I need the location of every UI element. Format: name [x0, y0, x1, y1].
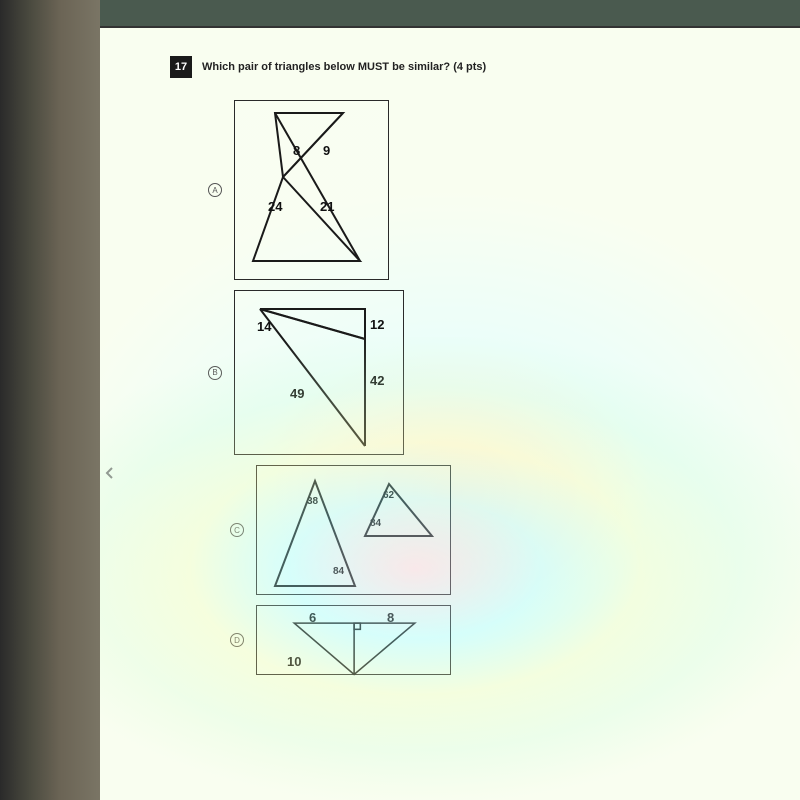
label-a-21: 21	[320, 199, 334, 214]
option-a-radio[interactable]: A	[208, 183, 222, 197]
label-b-42: 42	[370, 373, 384, 388]
label-d-8: 8	[387, 610, 394, 625]
label-d-6: 6	[309, 610, 316, 625]
label-a-24: 24	[268, 199, 282, 214]
prev-page-button[interactable]	[103, 466, 117, 480]
figure-b: 14 12 49 42	[234, 290, 404, 455]
label-b-14: 14	[257, 319, 271, 334]
label-b-12: 12	[370, 317, 384, 332]
option-b-radio[interactable]: B	[208, 366, 222, 380]
option-c-radio[interactable]: C	[230, 523, 244, 537]
label-a-9: 9	[323, 143, 330, 158]
option-a-row: A 8 9 24 21	[208, 100, 800, 280]
options-container: A 8 9 24 21 B	[100, 78, 800, 675]
option-c-row: C 38 62 84 84	[230, 465, 800, 595]
option-b-row: B 14 12 49 42	[208, 290, 800, 455]
question-text: Which pair of triangles below MUST be si…	[202, 61, 486, 73]
label-d-10: 10	[287, 654, 301, 669]
question-number-badge: 17	[170, 56, 192, 78]
label-a-8: 8	[293, 143, 300, 158]
option-d-row: D 6 8 10	[230, 605, 800, 675]
figure-a: 8 9 24 21	[234, 100, 389, 280]
label-b-49: 49	[290, 386, 304, 401]
browser-top-bar	[100, 0, 800, 28]
label-c-84-big: 84	[333, 566, 344, 577]
label-c-62: 62	[383, 490, 394, 501]
label-c-38: 38	[307, 496, 318, 507]
option-d-radio[interactable]: D	[230, 633, 244, 647]
question-header: 17 Which pair of triangles below MUST be…	[100, 28, 800, 78]
label-c-84-small: 84	[370, 518, 381, 529]
figure-d: 6 8 10	[256, 605, 451, 675]
monitor-bezel	[0, 0, 100, 800]
quiz-page: 17 Which pair of triangles below MUST be…	[100, 28, 800, 800]
figure-c: 38 62 84 84	[256, 465, 451, 595]
